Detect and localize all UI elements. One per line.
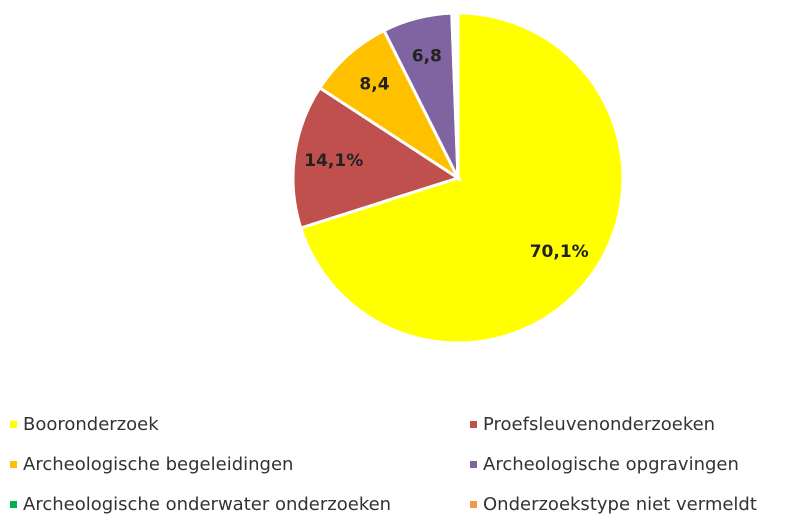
pie-slice bbox=[298, 11, 625, 345]
data-label: 6,8 bbox=[412, 47, 442, 67]
legend-swatch bbox=[10, 461, 17, 468]
legend-swatch bbox=[10, 501, 17, 508]
legend-label: Archeologische begeleidingen bbox=[23, 454, 293, 475]
data-label: 70,1% bbox=[530, 242, 589, 262]
legend-label: Proefsleuvenonderzoeken bbox=[483, 414, 715, 435]
legend-swatch bbox=[470, 501, 477, 508]
data-label: 8,4 bbox=[359, 74, 389, 94]
legend-label: Archeologische onderwater onderzoeken bbox=[23, 494, 391, 515]
legend-label: Onderzoekstype niet vermeldt bbox=[483, 494, 757, 515]
legend-label: Booronderzoek bbox=[23, 414, 159, 435]
data-label: 14,1% bbox=[304, 151, 363, 171]
legend-swatch bbox=[470, 421, 477, 428]
pie-slice bbox=[291, 85, 462, 230]
legend-label: Archeologische opgravingen bbox=[483, 454, 739, 475]
pie-slice bbox=[317, 28, 462, 183]
legend-swatch bbox=[470, 461, 477, 468]
legend-swatch bbox=[10, 421, 17, 428]
pie-slice bbox=[453, 11, 460, 179]
